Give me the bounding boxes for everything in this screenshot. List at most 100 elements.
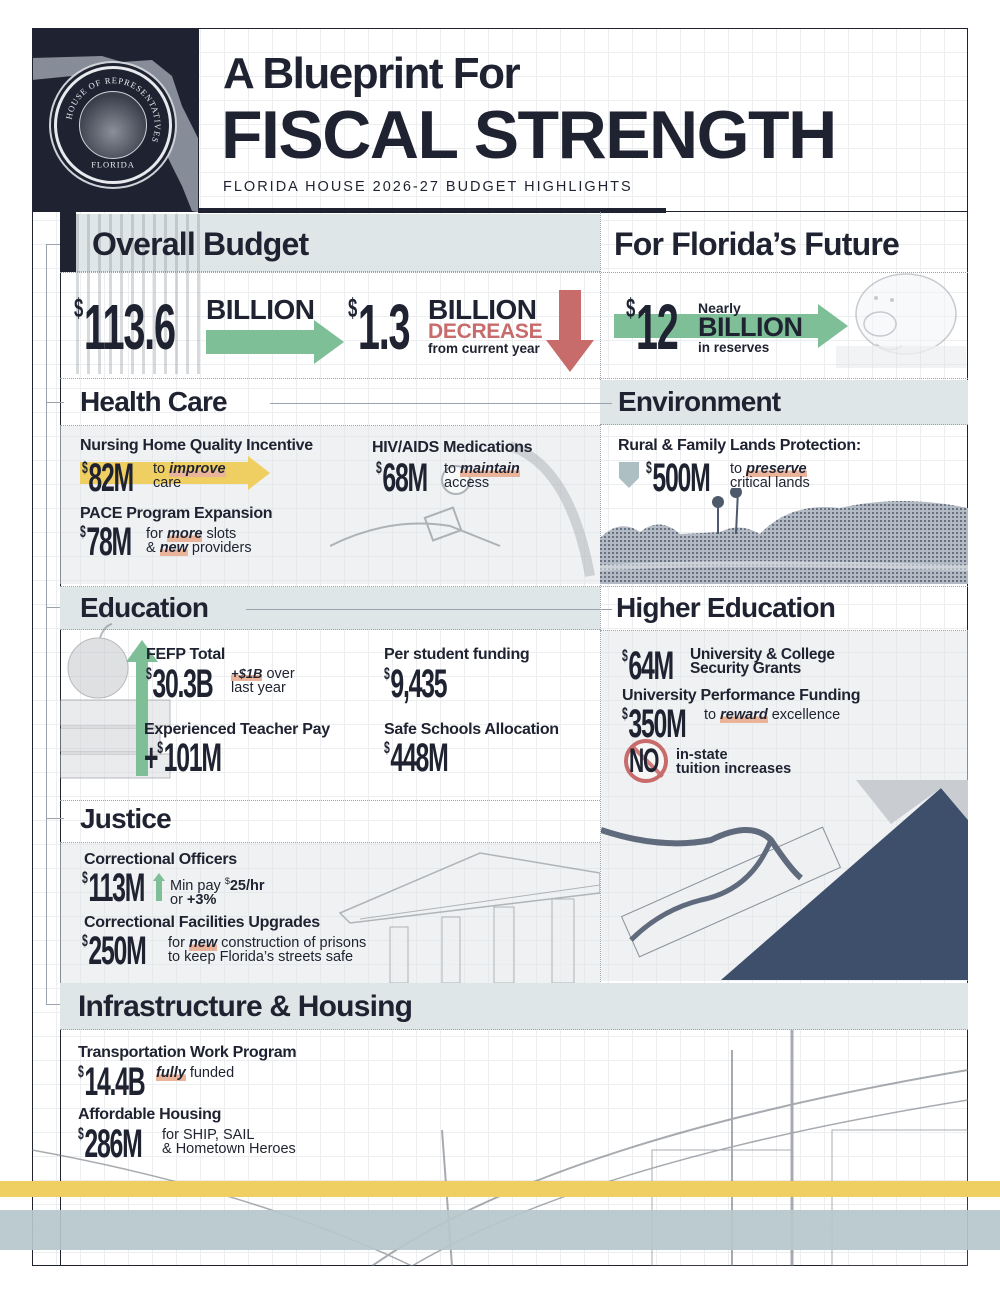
red-down-arrow-icon bbox=[546, 290, 594, 372]
security-grants-desc: University & College Security Grants bbox=[690, 646, 835, 677]
transportation-desc: fully funded bbox=[156, 1065, 235, 1081]
section-tree-line bbox=[46, 244, 47, 1004]
total-budget-unit: BILLION bbox=[206, 294, 315, 325]
pace-label: PACE Program Expansion bbox=[80, 505, 273, 522]
divider bbox=[60, 378, 968, 379]
courthouse-sketch bbox=[338, 852, 600, 983]
fefp-label: FEFP Total bbox=[146, 646, 226, 663]
decrease-value: $1.3 bbox=[348, 291, 411, 363]
house-seal: HOUSE OF REPRESENTATIVES FLORIDA bbox=[54, 66, 172, 184]
divider bbox=[60, 842, 600, 843]
tree-tick bbox=[46, 244, 64, 245]
tree-tick bbox=[46, 402, 64, 403]
pace-amount: $78M bbox=[80, 520, 132, 564]
florida-future-title: For Florida’s Future bbox=[614, 226, 900, 262]
section-rule bbox=[600, 403, 612, 404]
slate-stripe bbox=[0, 1210, 1000, 1250]
divider bbox=[60, 586, 968, 587]
section-rule bbox=[270, 403, 600, 404]
overall-budget-title: Overall Budget bbox=[92, 226, 309, 262]
facilities-upgrades-label: Correctional Facilities Upgrades bbox=[84, 914, 320, 931]
performance-funding-amount: $350M bbox=[622, 702, 687, 746]
reserves-qualifier: Nearly bbox=[698, 300, 741, 316]
tree-tick bbox=[46, 1004, 64, 1005]
dark-notch bbox=[60, 212, 76, 272]
pace-desc: for more slots & new providers bbox=[146, 526, 252, 556]
security-grants-amount: $64M bbox=[622, 644, 674, 688]
performance-funding-desc: to reward excellence bbox=[704, 707, 841, 723]
header-seal-panel: HOUSE OF REPRESENTATIVES FLORIDA bbox=[32, 28, 198, 212]
decrease-unit: BILLION bbox=[428, 294, 537, 325]
reserves-arrow-body bbox=[614, 314, 820, 338]
facilities-upgrades-amount: $250M bbox=[82, 929, 147, 973]
correctional-officers-desc: Min pay $25/hr or +3% bbox=[170, 876, 265, 908]
correctional-officers-amount: $113M bbox=[82, 866, 145, 910]
lands-protection-amount: $500M bbox=[646, 456, 711, 500]
decrease-label: DECREASE bbox=[428, 320, 543, 343]
lands-protection-desc: to preserve critical lands bbox=[730, 461, 810, 491]
divider bbox=[60, 800, 600, 801]
green-up-small-arrow-icon bbox=[153, 873, 165, 901]
affordable-housing-label: Affordable Housing bbox=[78, 1106, 222, 1123]
performance-funding-label: University Performance Funding bbox=[622, 687, 861, 704]
per-student-amount: $9,435 bbox=[384, 662, 448, 706]
column-divider bbox=[600, 212, 601, 982]
green-arrow-body bbox=[206, 330, 316, 354]
infrastructure-band bbox=[60, 983, 968, 1030]
hiv-aids-desc: to maintain access bbox=[444, 461, 520, 491]
fefp-desc: +$1B over last year bbox=[231, 666, 295, 696]
affordable-housing-desc: for SHIP, SAIL & Hometown Heroes bbox=[162, 1127, 296, 1157]
nursing-home-label: Nursing Home Quality Incentive bbox=[80, 437, 313, 454]
wetland-landscape-image bbox=[600, 488, 968, 584]
reserves-note: in reserves bbox=[698, 340, 770, 355]
infrastructure-title: Infrastructure & Housing bbox=[78, 990, 413, 1023]
health-care-panel bbox=[60, 426, 600, 584]
graduation-diploma-image bbox=[601, 780, 968, 980]
higher-education-title: Higher Education bbox=[616, 592, 836, 623]
transportation-amount: $14.4B bbox=[78, 1060, 146, 1104]
no-tuition-desc: in-state tuition increases bbox=[676, 747, 792, 777]
overall-budget-band bbox=[60, 214, 600, 272]
facilities-upgrades-desc: for new construction of prisons to keep F… bbox=[168, 935, 367, 965]
divider bbox=[60, 272, 968, 273]
nursing-home-amount: $82M bbox=[82, 456, 134, 500]
tree-tick bbox=[46, 818, 64, 819]
subtitle: FLORIDA HOUSE 2026-27 BUDGET HIGHLIGHTS bbox=[223, 179, 633, 195]
environment-band bbox=[600, 380, 968, 425]
reserves-unit: BILLION bbox=[698, 312, 803, 342]
reserves-arrow-head bbox=[818, 304, 848, 348]
teacher-pay-label: Experienced Teacher Pay bbox=[144, 721, 330, 738]
yellow-arrow-head bbox=[248, 456, 270, 490]
education-band bbox=[60, 587, 600, 630]
green-up-arrow-icon bbox=[126, 640, 158, 776]
no-symbol-icon bbox=[624, 739, 668, 783]
title-line-2: FISCAL STRENGTH bbox=[221, 97, 837, 173]
safe-schools-amount: $448M bbox=[384, 736, 449, 780]
title-line-1: A Blueprint For bbox=[223, 49, 521, 98]
transportation-label: Transportation Work Program bbox=[78, 1044, 297, 1061]
header-underline bbox=[198, 208, 666, 213]
shield-icon bbox=[619, 462, 639, 488]
tree-tick bbox=[46, 607, 64, 608]
header-title-box: A Blueprint For FISCAL STRENGTH FLORIDA … bbox=[198, 28, 968, 212]
section-rule bbox=[600, 609, 612, 610]
capitol-sketch bbox=[76, 214, 206, 374]
justice-title: Justice bbox=[80, 803, 172, 834]
total-budget-value: $113.6 bbox=[74, 291, 176, 363]
environment-title: Environment bbox=[618, 386, 781, 417]
teacher-pay-amount: +$101M bbox=[144, 736, 222, 780]
piggy-bank-sketch bbox=[836, 273, 966, 368]
divider bbox=[600, 630, 968, 631]
education-title: Education bbox=[80, 592, 209, 623]
yellow-stripe bbox=[0, 1181, 1000, 1197]
blood-pressure-sketch bbox=[330, 441, 595, 577]
per-student-label: Per student funding bbox=[384, 646, 530, 663]
lands-protection-label: Rural & Family Lands Protection: bbox=[618, 437, 861, 454]
svg-text:FLORIDA: FLORIDA bbox=[91, 160, 135, 170]
affordable-housing-amount: $286M bbox=[78, 1122, 143, 1166]
hiv-aids-amount: $68M bbox=[376, 456, 428, 500]
section-rule bbox=[246, 609, 600, 610]
no-badge: NO bbox=[629, 742, 659, 780]
green-arrow-head bbox=[314, 320, 344, 364]
reserves-value: $12 bbox=[626, 291, 679, 363]
